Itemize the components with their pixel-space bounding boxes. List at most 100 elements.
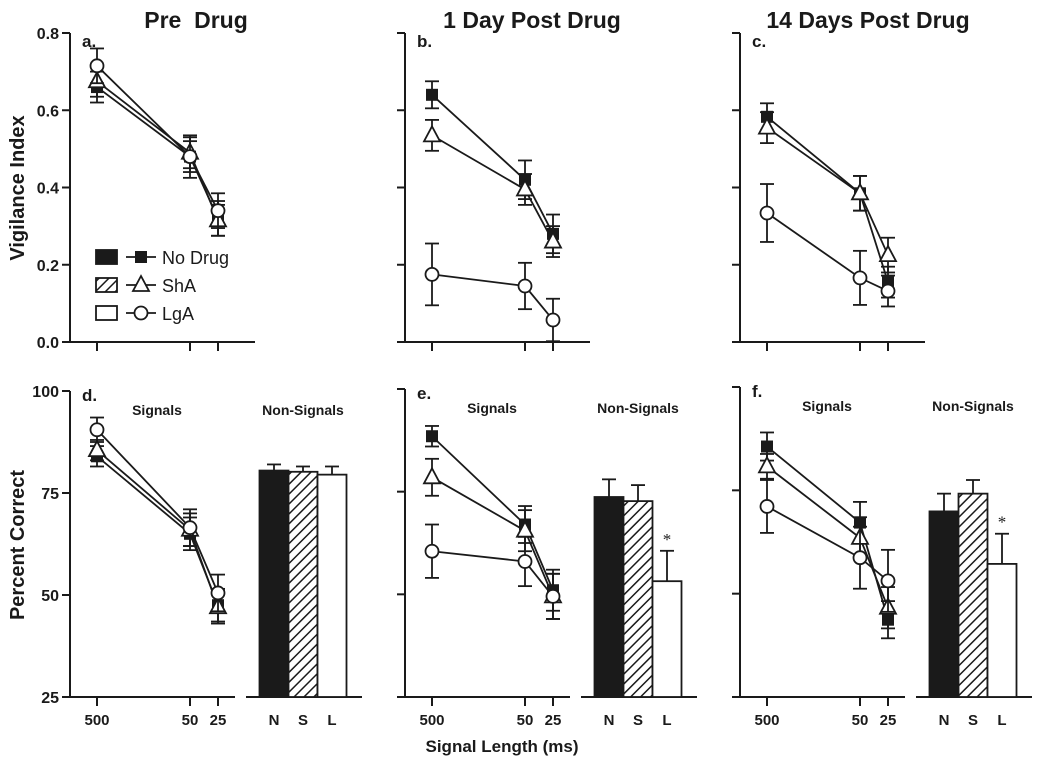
legend: No Drug ShA LgA [95, 248, 229, 324]
bar-label: L [662, 712, 671, 729]
x-tick-label: 25 [210, 712, 227, 729]
triangle-marker [757, 455, 777, 474]
triangle-marker [543, 230, 563, 249]
circle-marker [89, 58, 105, 74]
triangle-marker [422, 124, 442, 143]
series-sha [87, 64, 228, 237]
series-line [766, 505, 889, 582]
group-label-non-signals: Non-Signals [262, 402, 344, 418]
legend-item-sha: ShA [95, 274, 196, 296]
series-no-drug [425, 425, 560, 612]
circle-marker [210, 585, 226, 601]
series-no-drug [90, 70, 225, 237]
series-sha [422, 119, 563, 258]
bar-L [986, 563, 1018, 698]
x-tick-label: 50 [852, 712, 869, 729]
circle-marker [182, 149, 198, 165]
non-signal-bars: N S L * [916, 479, 1032, 729]
x-tick-label: 50 [517, 712, 534, 729]
series-line [96, 449, 219, 608]
series-lga [424, 242, 561, 343]
series-no-drug [760, 431, 895, 640]
x-tick-label: 500 [754, 712, 779, 729]
series-sha [422, 457, 563, 620]
bar-N [258, 469, 290, 698]
series-line [766, 116, 889, 283]
legend-label: No Drug [162, 248, 229, 268]
series-no-drug [425, 80, 560, 255]
group-label-non-signals: Non-Signals [932, 398, 1014, 414]
legend-marker [133, 305, 149, 321]
series-line [766, 126, 889, 256]
panel-letter: d. [82, 386, 97, 405]
circle-marker [182, 520, 198, 536]
circle-marker [210, 203, 226, 219]
series-line [431, 435, 554, 591]
triangle-marker [87, 439, 107, 458]
circle-marker [759, 499, 775, 514]
square-marker [426, 88, 438, 101]
series-line [96, 65, 219, 212]
group-label-signals: Signals [132, 402, 182, 418]
bar-N [928, 510, 960, 698]
series-line [431, 94, 554, 235]
group-label-signals: Signals [802, 398, 852, 414]
bar-label: N [939, 712, 950, 729]
bar-label: L [997, 712, 1006, 729]
significance-star: * [663, 530, 672, 549]
x-tick-label: 500 [84, 712, 109, 729]
x-axis-label: Signal Length (ms) [426, 737, 579, 756]
bar-S [622, 500, 654, 698]
series-line [431, 273, 554, 321]
legend-item-lga: LgA [95, 304, 194, 324]
legend-bar-swatch [95, 249, 118, 265]
series-lga [89, 416, 226, 613]
square-marker [135, 251, 147, 263]
y-tick-label: 75 [41, 486, 59, 503]
y-tick-label: 100 [32, 384, 59, 401]
circle-marker [545, 312, 561, 328]
circle-marker [517, 278, 533, 294]
legend-marker [131, 274, 151, 292]
circle-marker [852, 550, 868, 566]
panel-f: 500 50 25 f. Signals Non-Signals N S L * [732, 382, 1032, 729]
series-line [766, 465, 889, 609]
triangle-marker [878, 244, 898, 262]
triangle-marker [850, 182, 870, 201]
legend-marker [135, 251, 147, 263]
panel-letter: e. [417, 384, 431, 403]
bar-N [593, 496, 625, 698]
column-title-14-days: 14 Days Post Drug [766, 7, 969, 33]
series-line [96, 429, 219, 594]
bar-label: L [327, 712, 336, 729]
series-line [431, 476, 554, 597]
legend-label: ShA [162, 276, 196, 296]
series-sha [757, 453, 898, 630]
circle-marker [880, 283, 896, 299]
column-title-1-day: 1 Day Post Drug [443, 7, 621, 33]
panel-b: b. [397, 32, 590, 351]
series-line [96, 455, 219, 606]
panel-d: 25 50 75 100 500 50 25 d. Signals Non-Signals N S L [32, 384, 362, 729]
non-signal-bars: N S L * [581, 478, 697, 729]
panel-letter: f. [752, 382, 762, 401]
panel-a: 0.0 0.2 0.4 0.6 0.8 a. [37, 26, 255, 352]
circle-marker [517, 554, 533, 569]
series-line [766, 445, 889, 620]
legend-item-no-drug: No Drug [95, 248, 229, 268]
square-marker [426, 430, 438, 443]
y-tick-label: 0.2 [37, 258, 59, 275]
triangle-marker [131, 274, 151, 292]
series-sha [757, 111, 898, 274]
column-title-pre-drug: Pre Drug [144, 7, 248, 33]
series-no-drug [760, 102, 895, 299]
y-tick-label: 50 [41, 588, 59, 605]
legend-label: LgA [162, 304, 194, 324]
circle-marker [424, 543, 440, 559]
bar-label: S [298, 712, 308, 729]
panel-letter: c. [752, 32, 766, 51]
circle-marker [852, 270, 868, 286]
panel-e: 500 50 25 e. Signals Non-Signals N S L * [397, 384, 697, 729]
y-tick-label: 0.8 [37, 26, 59, 43]
